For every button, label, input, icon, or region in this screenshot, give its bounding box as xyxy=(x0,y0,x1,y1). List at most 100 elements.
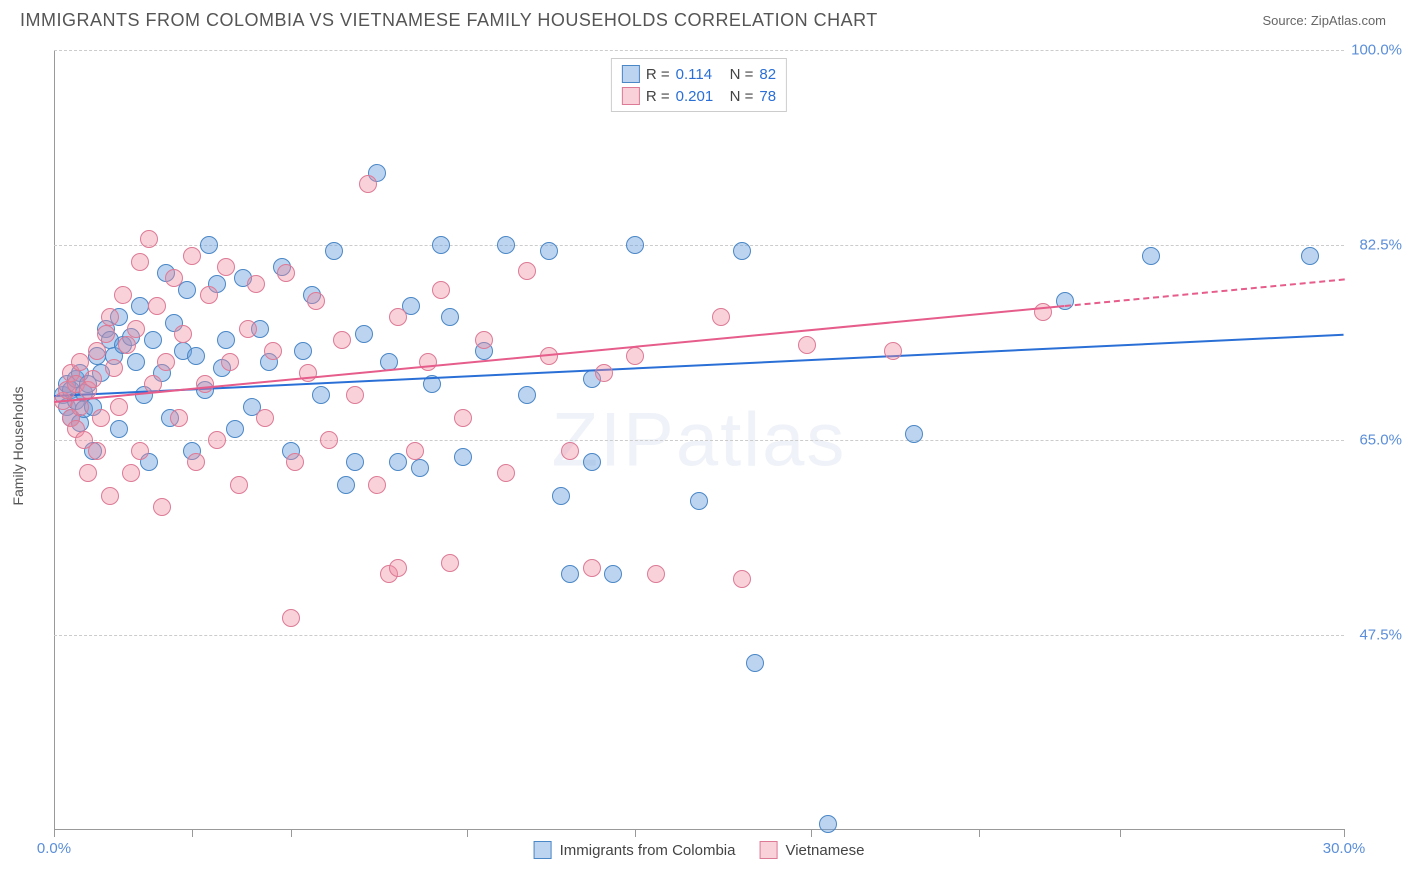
data-point xyxy=(475,331,493,349)
data-point xyxy=(157,353,175,371)
data-point xyxy=(187,347,205,365)
data-point xyxy=(320,431,338,449)
data-point xyxy=(118,336,136,354)
x-tick-label: 30.0% xyxy=(1323,840,1366,857)
data-point xyxy=(97,325,115,343)
data-point xyxy=(282,609,300,627)
data-point xyxy=(333,331,351,349)
data-point xyxy=(277,264,295,282)
data-point xyxy=(626,347,644,365)
gridline xyxy=(54,635,1344,636)
chart-title: IMMIGRANTS FROM COLOMBIA VS VIETNAMESE F… xyxy=(20,10,878,31)
data-point xyxy=(239,320,257,338)
scatter-chart: ZIPatlas R =0.114N =82R =0.201N =78 Immi… xyxy=(54,50,1344,830)
data-point xyxy=(226,420,244,438)
legend-item: Vietnamese xyxy=(759,841,864,859)
data-point xyxy=(368,476,386,494)
data-point xyxy=(406,442,424,460)
data-point xyxy=(389,453,407,471)
data-point xyxy=(208,431,226,449)
legend-item: Immigrants from Colombia xyxy=(534,841,736,859)
data-point xyxy=(441,308,459,326)
data-point xyxy=(325,242,343,260)
data-point xyxy=(712,308,730,326)
data-point xyxy=(256,409,274,427)
data-point xyxy=(101,487,119,505)
x-tick xyxy=(291,829,292,837)
legend-label: Vietnamese xyxy=(785,842,864,859)
y-tick-label: 82.5% xyxy=(1350,237,1402,254)
x-tick xyxy=(1120,829,1121,837)
data-point xyxy=(71,353,89,371)
data-point xyxy=(88,342,106,360)
data-point xyxy=(497,464,515,482)
legend-stat-row: R =0.201N =78 xyxy=(622,85,776,107)
data-point xyxy=(174,325,192,343)
legend-n-value: 78 xyxy=(759,88,776,105)
data-point xyxy=(432,281,450,299)
x-tick xyxy=(1344,829,1345,837)
data-point xyxy=(127,320,145,338)
data-point xyxy=(389,559,407,577)
data-point xyxy=(153,498,171,516)
data-point xyxy=(165,269,183,287)
data-point xyxy=(131,253,149,271)
data-point xyxy=(200,286,218,304)
data-point xyxy=(819,815,837,833)
legend-stats: R =0.114N =82R =0.201N =78 xyxy=(611,58,787,112)
data-point xyxy=(127,353,145,371)
data-point xyxy=(595,364,613,382)
data-point xyxy=(110,420,128,438)
data-point xyxy=(411,459,429,477)
data-point xyxy=(217,331,235,349)
data-point xyxy=(114,286,132,304)
legend-swatch xyxy=(534,841,552,859)
data-point xyxy=(88,442,106,460)
x-tick xyxy=(467,829,468,837)
data-point xyxy=(497,236,515,254)
data-point xyxy=(552,487,570,505)
data-point xyxy=(247,275,265,293)
data-point xyxy=(604,565,622,583)
data-point xyxy=(1301,247,1319,265)
data-point xyxy=(264,342,282,360)
data-point xyxy=(110,398,128,416)
data-point xyxy=(337,476,355,494)
legend-n-label: N = xyxy=(730,66,754,83)
data-point xyxy=(346,453,364,471)
x-tick xyxy=(192,829,193,837)
trend-line xyxy=(54,334,1344,397)
x-tick xyxy=(635,829,636,837)
data-point xyxy=(140,230,158,248)
data-point xyxy=(1142,247,1160,265)
data-point xyxy=(355,325,373,343)
data-point xyxy=(307,292,325,310)
data-point xyxy=(561,442,579,460)
source-attribution: Source: ZipAtlas.com xyxy=(1262,13,1386,28)
data-point xyxy=(733,242,751,260)
data-point xyxy=(92,409,110,427)
data-point xyxy=(690,492,708,510)
data-point xyxy=(101,308,119,326)
data-point xyxy=(346,386,364,404)
data-point xyxy=(221,353,239,371)
data-point xyxy=(84,370,102,388)
data-point xyxy=(131,442,149,460)
data-point xyxy=(217,258,235,276)
data-point xyxy=(230,476,248,494)
data-point xyxy=(540,242,558,260)
data-point xyxy=(79,464,97,482)
data-point xyxy=(196,375,214,393)
data-point xyxy=(432,236,450,254)
legend-r-label: R = xyxy=(646,88,670,105)
legend-swatch xyxy=(622,87,640,105)
data-point xyxy=(454,448,472,466)
data-point xyxy=(518,262,536,280)
data-point xyxy=(131,297,149,315)
data-point xyxy=(286,453,304,471)
data-point xyxy=(798,336,816,354)
data-point xyxy=(200,236,218,254)
legend-n-label: N = xyxy=(730,88,754,105)
legend-series: Immigrants from Colombia Vietnamese xyxy=(534,841,865,859)
legend-stat-row: R =0.114N =82 xyxy=(622,63,776,85)
